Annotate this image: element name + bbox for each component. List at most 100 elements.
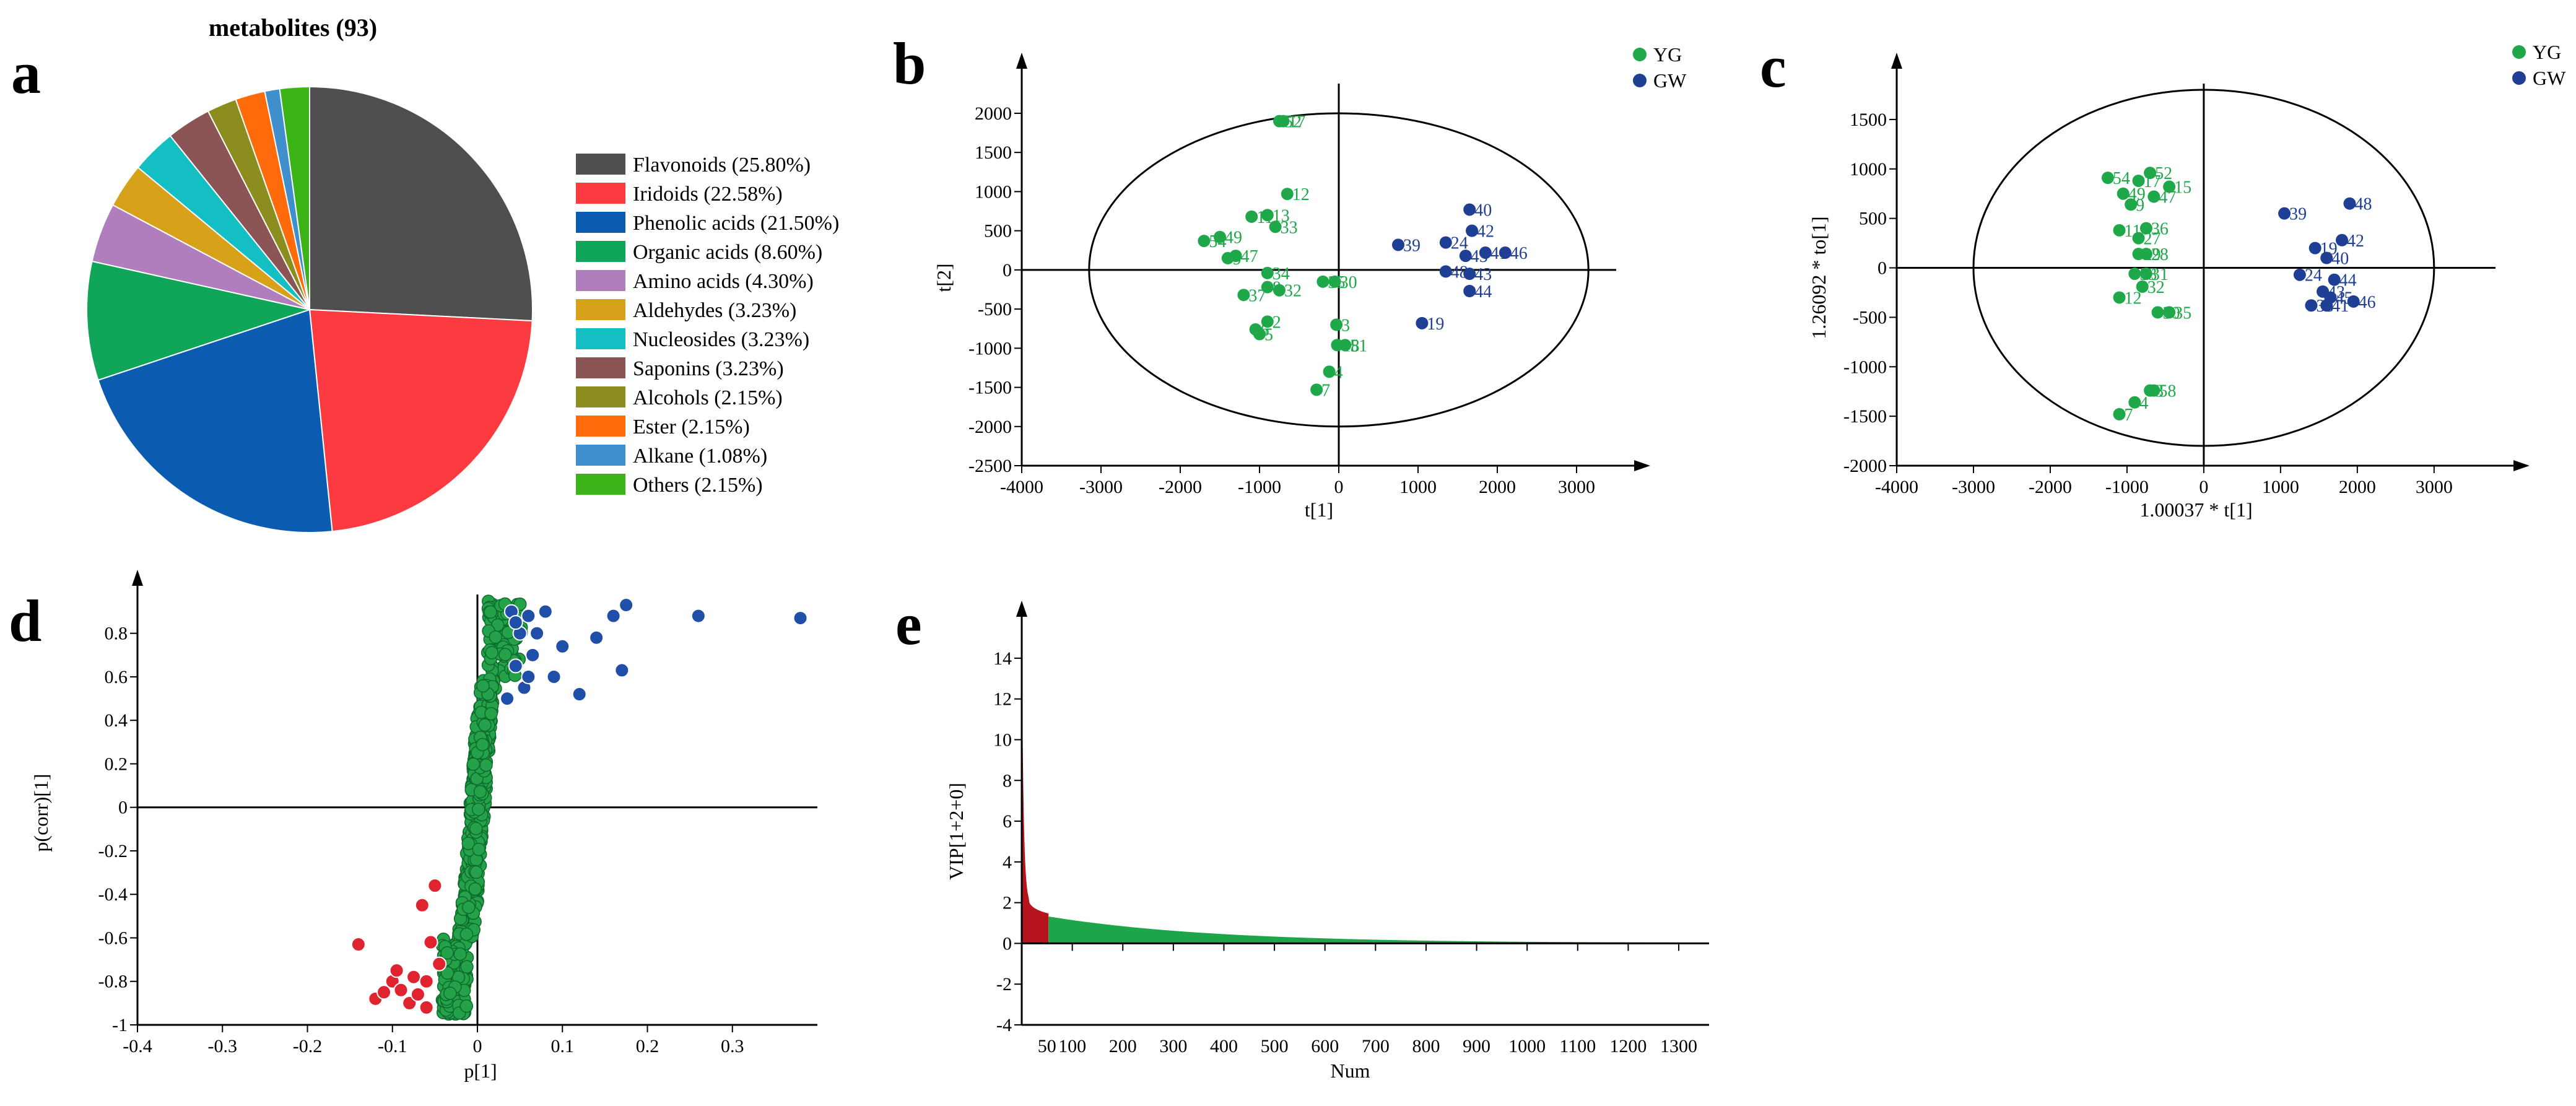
data-point: [1261, 281, 1274, 294]
y-tick-label: -1500: [968, 378, 1012, 398]
data-point: [2320, 251, 2333, 264]
data-point: [1253, 328, 1266, 341]
point-label: 7: [2125, 406, 2133, 425]
x-tick-label: 2000: [1479, 477, 1516, 497]
data-point: [1416, 316, 1429, 329]
point-label: 46: [1510, 244, 1528, 263]
x-tick-label: 1100: [1559, 1036, 1596, 1056]
x-axis-arrow: [2513, 460, 2530, 471]
confidence-ellipse: [1972, 89, 2435, 447]
data-point: [614, 663, 630, 678]
data-point: [476, 679, 490, 693]
data-point: [2347, 295, 2360, 308]
x-tick-label: 0.1: [551, 1036, 575, 1056]
data-point: [489, 630, 503, 644]
point-label: 44: [2339, 271, 2357, 290]
data-point: [1273, 284, 1286, 297]
y-tick-label: 1000: [1850, 159, 1887, 180]
panel-label-d: d: [9, 588, 41, 654]
data-point: [2136, 280, 2149, 293]
legend-marker: [1633, 48, 1647, 61]
legend-label: Ester (2.15%): [633, 416, 750, 438]
point-label: 3: [1341, 316, 1350, 335]
data-point: [1310, 383, 1323, 396]
data-point: [2132, 174, 2145, 187]
point-label: 47: [2159, 188, 2176, 207]
x-tick-label: 0.2: [636, 1036, 659, 1056]
data-point: [2163, 306, 2176, 319]
data-point: [443, 986, 457, 1000]
pie-chart-panel: metabolites (93) Flavonoids (25.80%) Irido…: [86, 14, 839, 533]
legend-label: Alkane (1.08%): [633, 445, 767, 468]
score-plot-panel-b: -4000 -3000 -2000 -1000 0 1000 2000 3000 -2500 -2…: [933, 43, 1687, 521]
x-tick-label: 900: [1463, 1036, 1490, 1056]
x-tick-label: 1000: [1508, 1036, 1546, 1056]
data-point: [546, 669, 562, 684]
legend-swatch: [576, 154, 625, 175]
data-point: [2147, 190, 2160, 203]
y-tick-label: 0: [1878, 258, 1887, 279]
data-point: [393, 982, 409, 998]
point-label: 35: [2174, 303, 2191, 323]
data-point: [2293, 268, 2306, 281]
y-tick-label: 2000: [975, 103, 1012, 124]
data-point: [1198, 235, 1211, 248]
legend-label: GW: [1653, 69, 1687, 92]
legend-label: Iridoids (22.58%): [633, 183, 783, 206]
point-label: 58: [2159, 382, 2176, 401]
data-point: [1328, 275, 1341, 288]
x-tick-label: 1000: [1399, 477, 1437, 497]
data-point: [508, 658, 523, 674]
legend-marker: [1633, 74, 1647, 87]
x-tick-label: -2000: [1159, 477, 1202, 497]
point-label: 32: [1284, 282, 1302, 301]
x-tick-label: -4000: [1875, 477, 1918, 497]
data-point: [690, 608, 706, 624]
data-point: [2343, 197, 2356, 210]
data-point: [1463, 203, 1476, 216]
data-point: [589, 630, 604, 645]
point-label: 30: [1340, 273, 1357, 292]
legend-label: Aldehydes (3.23%): [633, 299, 796, 322]
data-point: [572, 687, 587, 702]
data-point: [440, 946, 454, 960]
x-tick-label: 1000: [2262, 477, 2299, 497]
data-point: [471, 803, 485, 816]
legend-label: YG: [1653, 43, 1682, 66]
data-point: [478, 718, 492, 732]
point-label: 4: [2139, 394, 2148, 413]
point-label: 12: [2125, 289, 2142, 308]
point-label: 9: [2136, 196, 2144, 215]
y-tick-label: 14: [993, 648, 1012, 669]
point-label: 41: [1490, 244, 1508, 263]
y-axis-arrow: [1016, 601, 1027, 617]
panel-label-a: a: [11, 40, 41, 106]
legend-swatch: [576, 357, 625, 378]
data-point: [2336, 233, 2349, 246]
y-axis-label: t[2]: [933, 263, 955, 292]
data-point: [1261, 209, 1274, 222]
y-tick-label: -2: [996, 974, 1012, 995]
x-axis-label: Num: [1331, 1060, 1370, 1082]
x-tick-label: 500: [1261, 1036, 1289, 1056]
panel-label-e: e: [895, 591, 922, 657]
data-point: [427, 878, 443, 894]
y-tick-label: 500: [984, 221, 1012, 242]
data-point: [2278, 207, 2291, 220]
data-point: [479, 758, 493, 772]
point-label: 49: [1225, 229, 1242, 248]
point-label: 12: [1292, 185, 1310, 204]
point-label: 24: [2305, 266, 2322, 285]
data-point: [2144, 167, 2157, 180]
legend-swatch: [576, 299, 625, 320]
point-label: 47: [1241, 247, 1258, 266]
point-label: 4: [1334, 363, 1343, 382]
data-point: [466, 757, 481, 771]
x-tick-label: -4000: [1000, 477, 1043, 497]
legend-swatch: [576, 241, 625, 262]
data-point: [432, 956, 447, 972]
point-label: 42: [1477, 222, 1494, 242]
x-tick-label: -0.3: [208, 1036, 238, 1056]
data-point: [2125, 198, 2138, 211]
data-point: [476, 738, 489, 752]
